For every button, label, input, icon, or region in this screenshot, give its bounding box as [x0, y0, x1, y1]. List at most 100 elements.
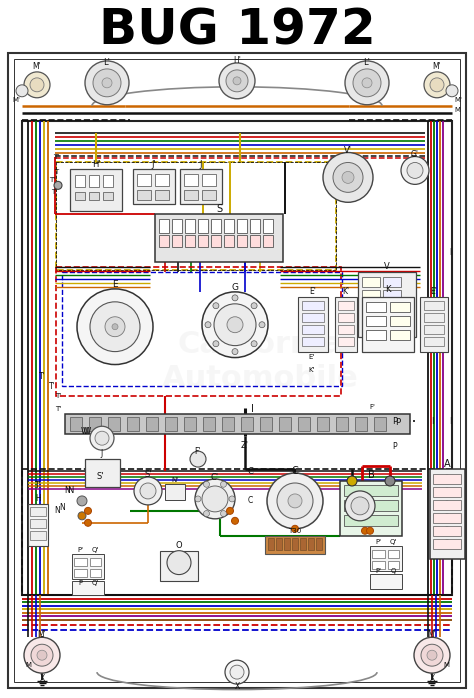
Text: T': T': [35, 482, 41, 491]
Circle shape: [288, 494, 302, 508]
Bar: [366, 302, 386, 312]
Bar: [56, 163, 336, 270]
Circle shape: [229, 496, 235, 502]
Bar: [302, 325, 324, 334]
Bar: [338, 325, 354, 334]
Bar: [374, 417, 386, 431]
Bar: [344, 500, 398, 511]
Text: X: X: [39, 674, 45, 683]
Bar: [302, 301, 324, 310]
Text: M: M: [25, 662, 31, 668]
Bar: [74, 569, 87, 577]
Bar: [292, 537, 298, 550]
Text: C: C: [247, 496, 253, 505]
Bar: [317, 417, 329, 431]
Text: E: E: [112, 281, 118, 290]
Bar: [22, 469, 452, 595]
Bar: [89, 193, 99, 200]
Text: California
Automobile: California Automobile: [162, 330, 358, 393]
Circle shape: [220, 482, 227, 487]
Bar: [250, 235, 260, 247]
Circle shape: [31, 644, 53, 666]
Text: I: I: [449, 248, 451, 257]
Circle shape: [203, 482, 210, 487]
Bar: [65, 415, 410, 434]
Circle shape: [385, 476, 395, 486]
Circle shape: [443, 527, 451, 535]
Bar: [424, 336, 444, 346]
Bar: [433, 500, 461, 510]
Text: BUG 1972: BUG 1972: [99, 6, 375, 54]
Circle shape: [443, 540, 451, 548]
Bar: [276, 537, 282, 550]
Bar: [390, 302, 410, 312]
Circle shape: [342, 172, 354, 184]
Bar: [424, 313, 444, 322]
Bar: [165, 417, 177, 431]
Bar: [420, 297, 448, 352]
Bar: [165, 484, 185, 500]
Circle shape: [220, 511, 227, 517]
Bar: [383, 315, 401, 326]
Text: T': T': [49, 177, 55, 184]
Text: J: J: [101, 449, 103, 458]
Bar: [198, 219, 208, 233]
Bar: [159, 235, 169, 247]
Circle shape: [95, 431, 109, 445]
Text: P': P': [77, 547, 83, 553]
Circle shape: [231, 517, 238, 524]
Text: P: P: [395, 418, 401, 426]
Bar: [424, 301, 444, 310]
Circle shape: [232, 295, 238, 301]
Text: P: P: [78, 579, 82, 586]
Bar: [14, 59, 460, 682]
Bar: [155, 214, 283, 262]
Circle shape: [16, 85, 28, 97]
Bar: [335, 297, 357, 352]
Circle shape: [226, 70, 248, 92]
Circle shape: [78, 512, 86, 520]
Circle shape: [195, 479, 235, 519]
Bar: [30, 507, 46, 516]
Bar: [344, 515, 398, 526]
Circle shape: [407, 163, 423, 179]
Circle shape: [90, 426, 114, 450]
Bar: [28, 504, 48, 546]
Circle shape: [259, 322, 265, 327]
Bar: [265, 536, 325, 554]
Circle shape: [362, 78, 372, 88]
Circle shape: [277, 483, 313, 519]
Circle shape: [85, 61, 129, 105]
Bar: [366, 315, 386, 326]
Text: N: N: [54, 506, 60, 515]
Circle shape: [213, 303, 219, 309]
Text: W: W: [81, 426, 89, 436]
Circle shape: [90, 302, 140, 352]
Circle shape: [225, 660, 249, 684]
Text: S: S: [216, 205, 222, 214]
Circle shape: [77, 289, 153, 364]
Text: O: O: [176, 541, 182, 550]
Circle shape: [30, 78, 44, 92]
Circle shape: [140, 483, 156, 499]
Bar: [202, 174, 216, 186]
Circle shape: [292, 526, 299, 533]
Bar: [362, 303, 380, 313]
Circle shape: [443, 501, 451, 509]
Text: T: T: [54, 170, 58, 175]
Circle shape: [213, 341, 219, 347]
Text: M': M': [33, 62, 41, 71]
Circle shape: [345, 61, 389, 105]
Bar: [388, 560, 399, 569]
Bar: [75, 193, 85, 200]
Circle shape: [251, 341, 257, 347]
Bar: [430, 469, 465, 558]
Text: M': M': [37, 630, 46, 639]
Bar: [362, 315, 380, 326]
Bar: [137, 174, 151, 186]
Circle shape: [427, 651, 437, 660]
Text: N: N: [59, 503, 65, 512]
Bar: [90, 569, 101, 577]
Text: F': F': [195, 447, 201, 456]
Text: T30: T30: [288, 528, 301, 534]
